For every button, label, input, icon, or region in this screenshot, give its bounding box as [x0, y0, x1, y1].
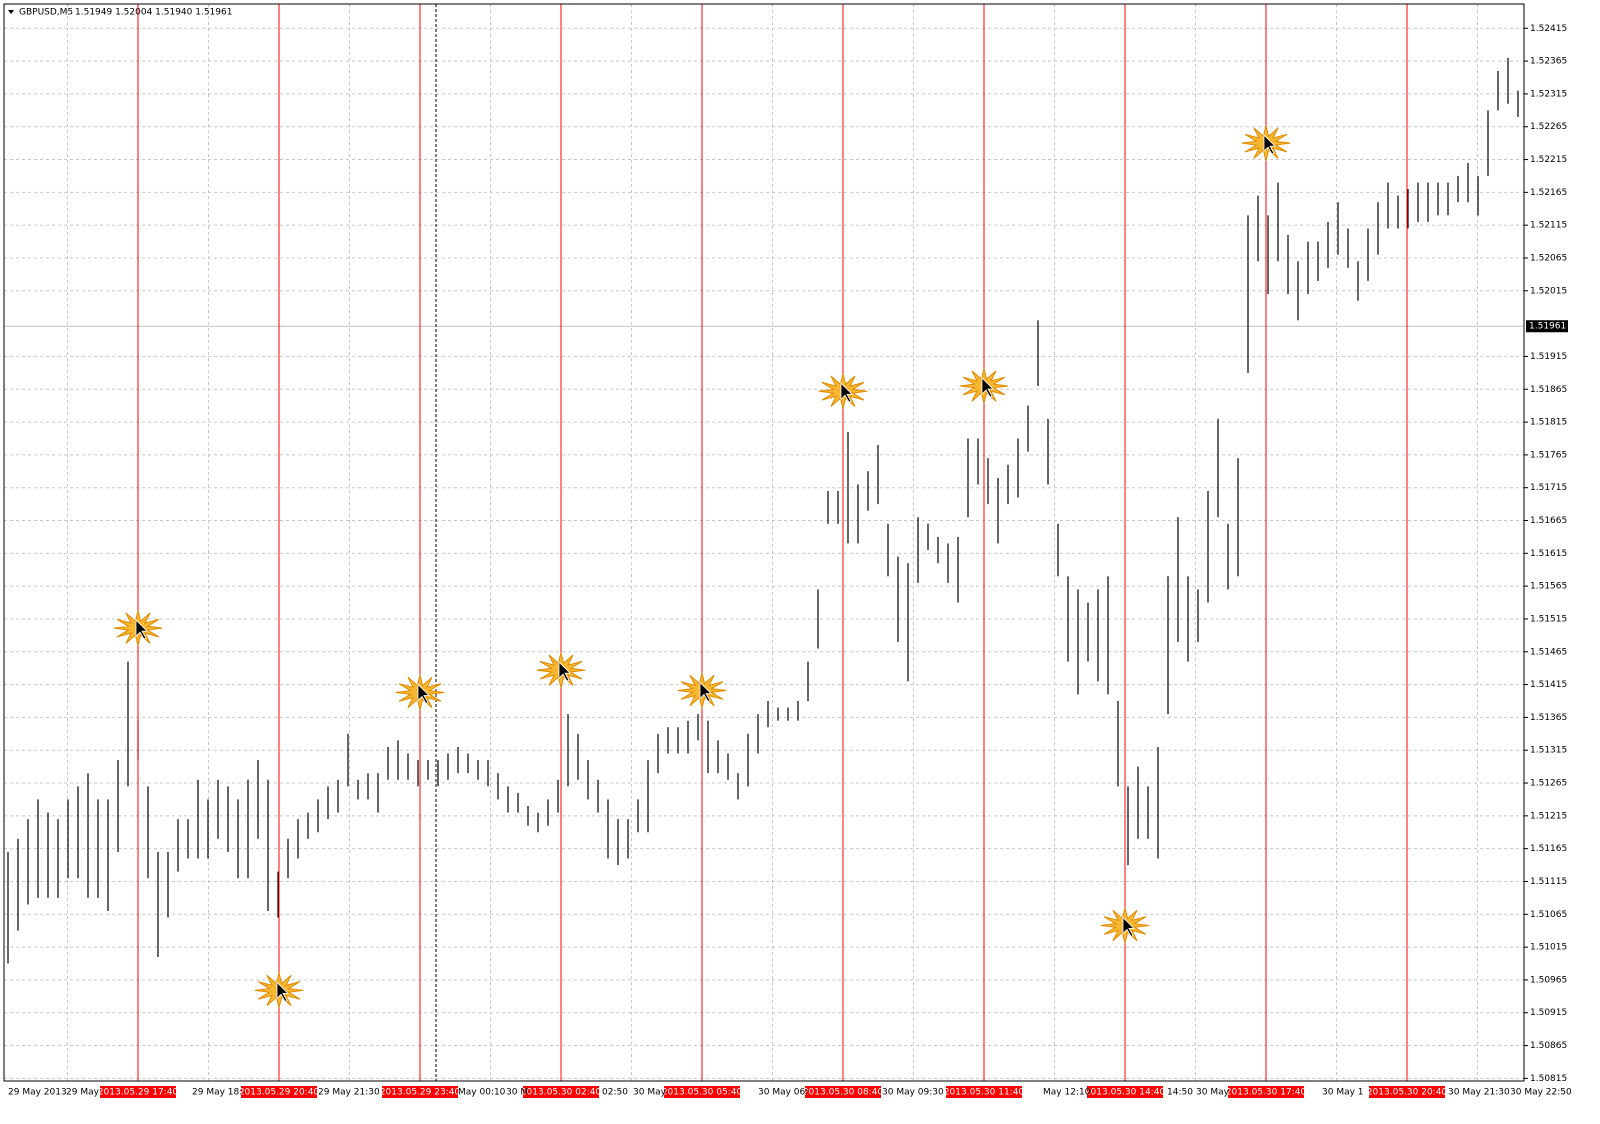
y-tick-label: 1.52365 [1530, 57, 1567, 67]
current-price-label: 1.51961 [1529, 322, 1566, 332]
x-tick-label: 30 May [1196, 1088, 1230, 1098]
x-tick-label: 29 May 2013 [8, 1088, 67, 1098]
event-label: 2013.05.29 20:40 [239, 1088, 320, 1098]
y-tick-label: 1.51515 [1530, 614, 1567, 624]
x-tick-label: 29 May [66, 1088, 100, 1098]
event-label: 2013.05.30 20:40 [1367, 1088, 1448, 1098]
y-tick-label: 1.51015 [1530, 943, 1567, 953]
event-label: 2013.05.29 23:40 [380, 1088, 461, 1098]
x-tick-label: 30 May [633, 1088, 667, 1098]
y-tick-label: 1.51465 [1530, 647, 1567, 657]
cursor-icon [981, 377, 994, 398]
cursor-icon [699, 681, 712, 703]
quote: 1.51949 1.52004 1.51940 1.51961 [75, 8, 232, 18]
y-tick-label: 1.51215 [1530, 811, 1567, 821]
y-tick-label: 1.52165 [1530, 188, 1567, 198]
y-tick-label: 1.51815 [1530, 418, 1567, 428]
events [113, 4, 1408, 1081]
event-label: 2013.05.30 08:40 [803, 1088, 884, 1098]
y-tick-label: 1.51365 [1530, 713, 1567, 723]
y-tick-label: 1.51415 [1530, 680, 1567, 690]
event-label-box [946, 1086, 1022, 1098]
y-tick-label: 1.51565 [1530, 582, 1567, 592]
menu-triangle[interactable] [8, 10, 14, 14]
x-tick-label: 30 May 22:50 [1510, 1088, 1572, 1098]
y-tick-label: 1.52415 [1530, 24, 1567, 34]
y-tick-label: 1.52015 [1530, 286, 1567, 296]
event-label-box [100, 1086, 176, 1098]
y-tick-label: 1.51765 [1530, 450, 1567, 460]
y-tick-label: 1.52115 [1530, 221, 1567, 231]
y-tick-label: 1.51915 [1530, 352, 1567, 362]
cursor-icon [1122, 916, 1135, 937]
event-label-box [382, 1086, 458, 1098]
event-label-box [1228, 1086, 1304, 1098]
y-tick-label: 1.51115 [1530, 877, 1567, 887]
event-label: 2013.05.30 17:40 [1226, 1088, 1307, 1098]
plot-frame [3, 3, 1525, 1082]
y-tick-label: 1.50915 [1530, 1008, 1567, 1018]
event-label-box [241, 1086, 317, 1098]
x-tick-label: 02:50 [602, 1088, 628, 1098]
x-tick-label: May 12:10 [1043, 1088, 1091, 1098]
x-tick-label: 30 May 09:30 [882, 1088, 944, 1098]
y-tick-label: 1.51165 [1530, 844, 1567, 854]
x-tick-label: May 00:10 [458, 1088, 506, 1098]
y-tick-label: 1.50815 [1530, 1074, 1567, 1084]
cursor-icon [276, 981, 289, 1002]
y-tick-label: 1.51315 [1530, 746, 1567, 756]
event-label-box [523, 1086, 599, 1098]
event-label: 2013.05.29 17:40 [98, 1088, 179, 1098]
x-tick-label: 30 May 21:30 [1448, 1088, 1510, 1098]
x-tick-label: 30 M [506, 1088, 528, 1098]
cursor-icon [558, 661, 571, 682]
y-tick-label: 1.52315 [1530, 89, 1567, 99]
y-tick-label: 1.51865 [1530, 385, 1567, 395]
grid [4, 4, 1524, 1081]
x-tick-label: 29 May 21:30 [318, 1088, 380, 1098]
y-tick-label: 1.50865 [1530, 1041, 1567, 1051]
event-label-box [805, 1086, 881, 1098]
current-price-box [1526, 320, 1568, 333]
y-tick-label: 1.51615 [1530, 549, 1567, 559]
event-label-box [1369, 1086, 1445, 1098]
event-label: 2013.05.30 11:40 [944, 1088, 1025, 1098]
cursor-icon [135, 619, 148, 640]
x-tick-label: 29 May 18: [192, 1088, 242, 1098]
y-tick-label: 1.51665 [1530, 516, 1567, 526]
x-tick-label: 30 May 06: [758, 1088, 808, 1098]
y-tick-label: 1.50965 [1530, 975, 1567, 985]
x-tick-label: 14:50 [1167, 1088, 1193, 1098]
event-label-box [1087, 1086, 1163, 1098]
cursor-icon [840, 382, 853, 403]
event-label: 2013.05.30 02:40 [521, 1088, 602, 1098]
y-tick-label: 1.51265 [1530, 779, 1567, 789]
y-tick-label: 1.51065 [1530, 910, 1567, 920]
event-label: 2013.05.30 05:40 [662, 1088, 743, 1098]
event-label: 2013.05.30 14:40 [1085, 1088, 1166, 1098]
event-label-box [664, 1086, 740, 1098]
cursor-icon [1263, 134, 1276, 155]
symbol-title: GBPUSD,M5 [19, 8, 73, 18]
y-tick-label: 1.51715 [1530, 483, 1567, 493]
axes: 1.52415 1.52365 1.52315 1.52265 1.52215 1.521… [8, 24, 1572, 1098]
x-tick-label: 30 May 1 [1322, 1088, 1364, 1098]
y-tick-label: 1.52215 [1530, 155, 1567, 165]
y-tick-label: 1.52065 [1530, 253, 1567, 263]
price-bars [7, 57, 1519, 964]
cursor-icon [417, 683, 430, 704]
y-tick-label: 1.52265 [1530, 122, 1567, 132]
